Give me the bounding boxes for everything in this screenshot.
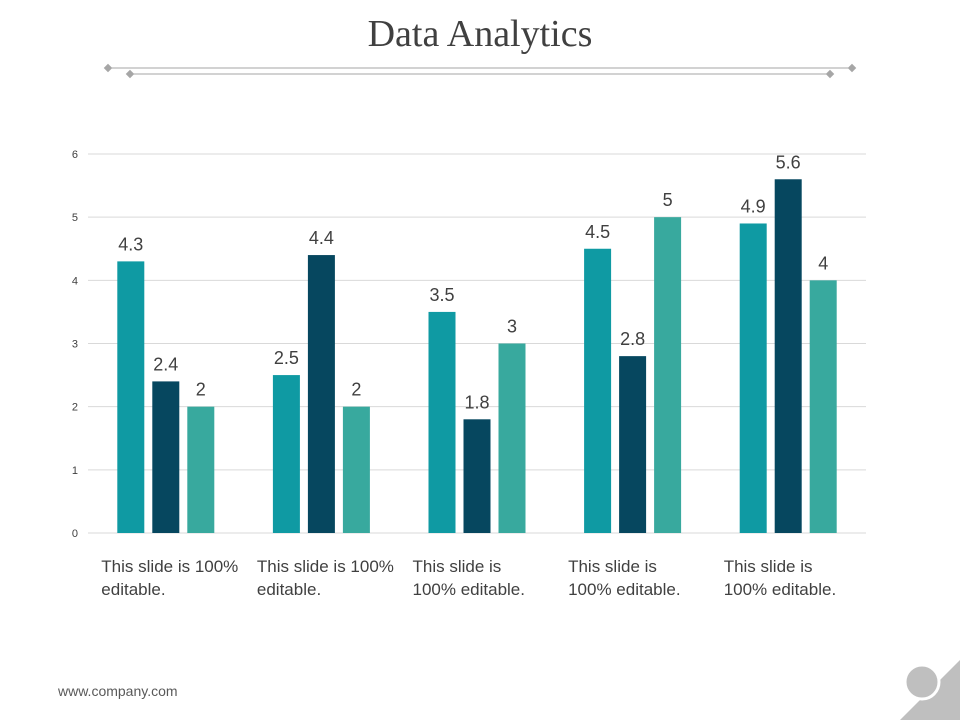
y-tick-label: 5 [72,212,78,224]
data-label: 2.8 [620,329,645,349]
bar [498,343,526,533]
y-tick-label: 1 [72,465,78,477]
category-label: 100% editable. [724,580,836,599]
y-tick-label: 2 [72,402,78,414]
data-label: 1.8 [464,392,489,412]
data-label: 2 [196,380,206,400]
data-label: 4.4 [309,228,334,248]
bar [117,261,145,533]
bar [152,381,180,533]
bar [342,406,370,533]
bar [809,280,837,533]
data-label: 2.5 [274,348,299,368]
footer-url: www.company.com [58,683,178,699]
title-divider [103,63,857,79]
y-tick-label: 6 [72,149,78,161]
bar [272,375,300,533]
category-label: 100% editable. [413,580,525,599]
corner-decoration-icon [900,660,960,720]
bar [463,419,491,533]
bar [619,356,647,533]
divider-diamond-icon [103,63,113,73]
data-label: 4.3 [118,234,143,254]
data-label: 2 [351,380,361,400]
bar [584,248,612,533]
bar [739,223,767,533]
bar [307,255,335,534]
category-label: This slide is 100% [257,557,394,576]
category-label: editable. [101,580,165,599]
data-label: 4.5 [585,222,610,242]
category-label: This slide is [724,557,813,576]
category-label: 100% editable. [568,580,680,599]
y-tick-label: 0 [72,528,78,540]
data-label: 2.4 [153,354,178,374]
divider-diamond-icon [125,69,135,79]
data-label: 5.6 [776,152,801,172]
category-label: This slide is 100% [101,557,238,576]
data-label: 3 [507,317,517,337]
data-label: 3.5 [429,285,454,305]
bar [187,406,215,533]
bar [654,217,682,533]
slide-title: Data Analytics [367,13,593,55]
category-label: This slide is [568,557,657,576]
bar [774,179,802,533]
y-tick-label: 4 [72,275,78,287]
bar [428,311,456,533]
data-label: 4 [818,253,828,273]
bar-chart: 0 1 2 3 4 5 6 4.3 2.4 2 This slide is 100% editable… [72,149,866,599]
data-label: 4.9 [741,196,766,216]
y-tick-label: 3 [72,339,78,351]
category-label: editable. [257,580,321,599]
category-label: This slide is [413,557,502,576]
data-label: 5 [663,190,673,210]
